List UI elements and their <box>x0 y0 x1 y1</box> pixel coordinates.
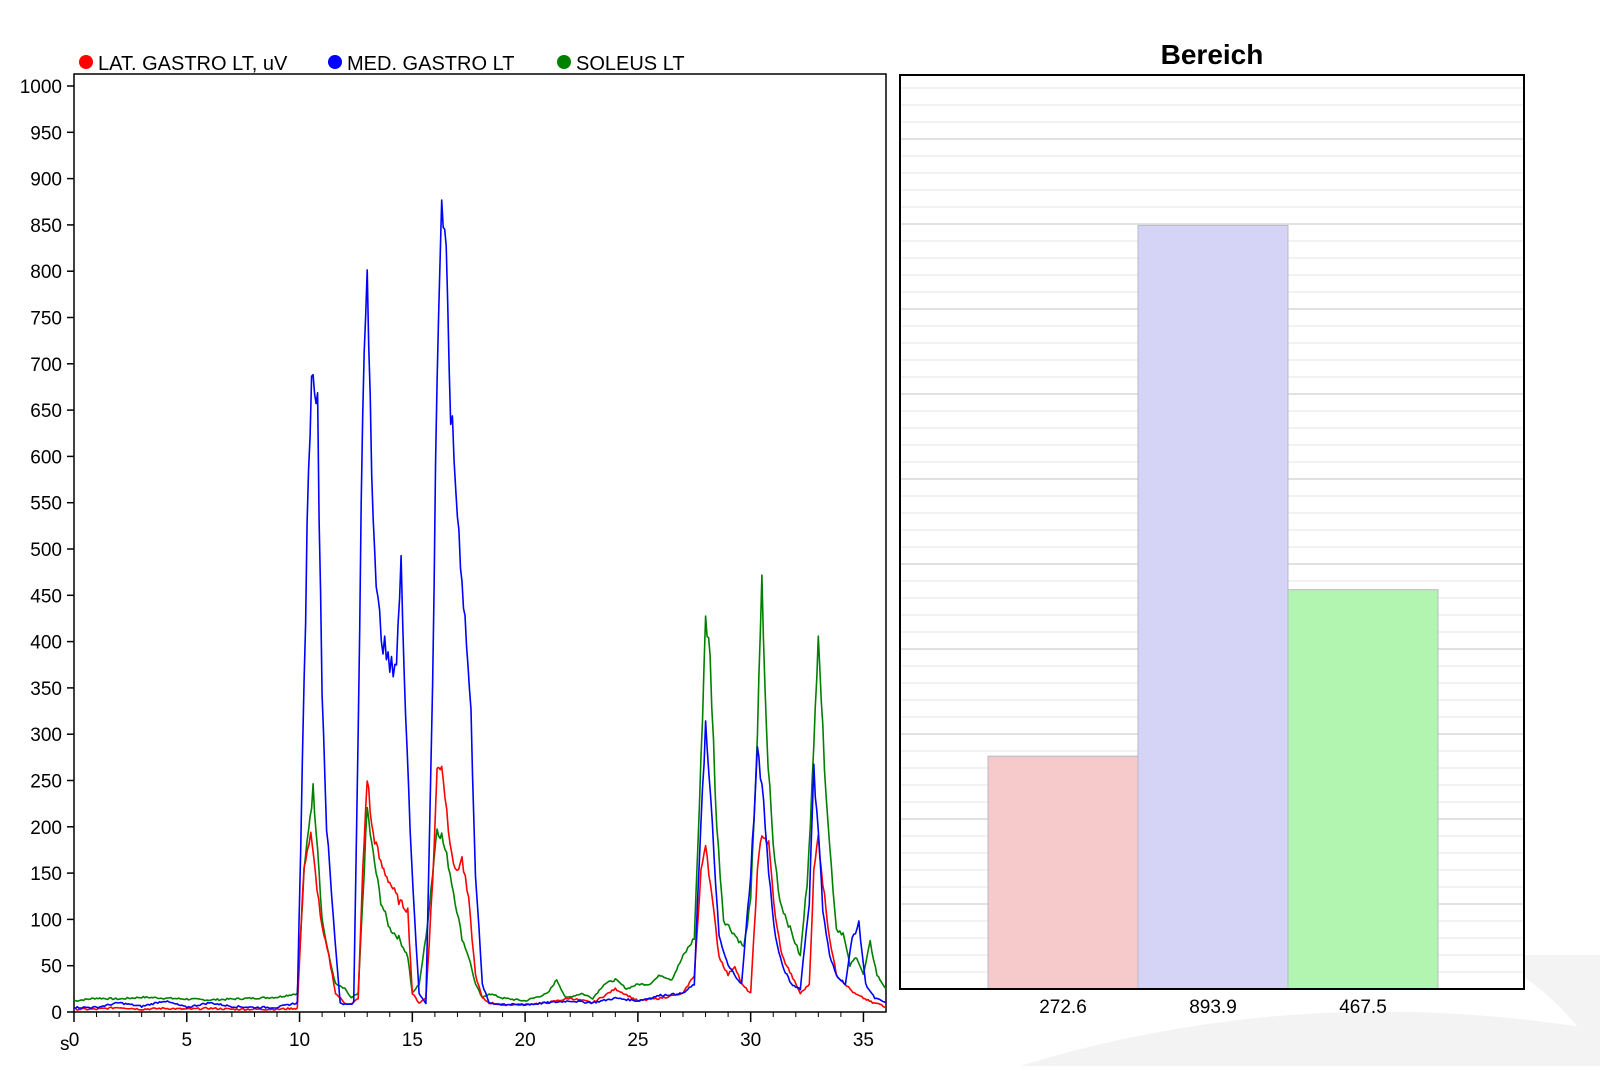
y-tick-label: 850 <box>30 216 62 237</box>
watermark-arc-right <box>1485 955 1600 1060</box>
y-tick-label: 50 <box>41 957 62 978</box>
y-tick-label: 650 <box>30 401 62 422</box>
line-chart-series <box>73 199 887 1011</box>
legend-marker-lat-gastro <box>79 55 93 69</box>
line-chart-plot-frame <box>73 73 887 1013</box>
y-tick-label: 750 <box>30 309 62 330</box>
x-tick-label: 0 <box>69 1030 80 1051</box>
x-tick-label: 5 <box>181 1030 192 1051</box>
bar-chart-plot-frame <box>899 74 1525 990</box>
bar-chart: Bereich 272.6 893.9 467.5 <box>899 39 1525 1018</box>
legend-label-soleus: SOLEUS LT <box>576 53 685 75</box>
y-tick-label: 600 <box>30 447 62 468</box>
y-tick-label: 300 <box>30 725 62 746</box>
line-chart-y-axis: 0 50 100 150 200 250 300 350 400 450 500 550 600 650 7… <box>20 77 74 1024</box>
x-axis-unit-label: s <box>60 1034 70 1055</box>
y-tick-label: 900 <box>30 170 62 191</box>
legend-marker-med-gastro <box>328 55 342 69</box>
bar-category-label: 893.9 <box>1189 997 1237 1018</box>
x-tick-label: 15 <box>402 1030 423 1051</box>
y-tick-label: 950 <box>30 123 62 144</box>
y-tick-label: 100 <box>30 910 62 931</box>
y-tick-label: 500 <box>30 540 62 561</box>
x-tick-label: 10 <box>289 1030 310 1051</box>
y-tick-label: 200 <box>30 818 62 839</box>
y-tick-label: 0 <box>51 1003 62 1024</box>
line-chart-legend: LAT. GASTRO LT, uV MED. GASTRO LT SOLEUS… <box>79 53 685 75</box>
x-tick-label: 30 <box>740 1030 761 1051</box>
y-tick-label: 550 <box>30 494 62 515</box>
series-line-med-gastro-lt <box>73 199 887 1010</box>
bar-chart-title: Bereich <box>1161 39 1264 70</box>
series-line-lat-gastro-lt-uv <box>74 765 887 1011</box>
bar-chart-category-labels: 272.6 893.9 467.5 <box>1039 997 1387 1018</box>
y-tick-label: 450 <box>30 586 62 607</box>
bar-category-label: 272.6 <box>1039 997 1087 1018</box>
y-tick-label: 400 <box>30 633 62 654</box>
line-chart-x-axis: 0 5 10 15 20 25 30 35 <box>69 1012 874 1051</box>
y-tick-label: 250 <box>30 772 62 793</box>
bar-1 <box>987 755 1139 990</box>
watermark-swoosh <box>1020 955 1600 1066</box>
series-line-soleus-lt <box>73 574 887 1003</box>
bar-3 <box>1287 589 1439 990</box>
y-tick-label: 700 <box>30 355 62 376</box>
bar-2 <box>1137 224 1289 990</box>
y-tick-label: 800 <box>30 262 62 283</box>
legend-label-med-gastro: MED. GASTRO LT <box>347 53 514 75</box>
watermark-arc <box>1020 1011 1600 1066</box>
bar-chart-bars <box>987 224 1439 990</box>
x-tick-label: 35 <box>853 1030 874 1051</box>
x-tick-label: 20 <box>515 1030 536 1051</box>
y-tick-label: 350 <box>30 679 62 700</box>
y-tick-label: 150 <box>30 864 62 885</box>
x-tick-label: 25 <box>627 1030 648 1051</box>
legend-marker-soleus <box>557 55 571 69</box>
legend-label-lat-gastro: LAT. GASTRO LT, uV <box>98 53 288 75</box>
bar-category-label: 467.5 <box>1339 997 1387 1018</box>
y-tick-label: 1000 <box>20 77 62 98</box>
line-chart: LAT. GASTRO LT, uV MED. GASTRO LT SOLEUS… <box>20 53 887 1055</box>
